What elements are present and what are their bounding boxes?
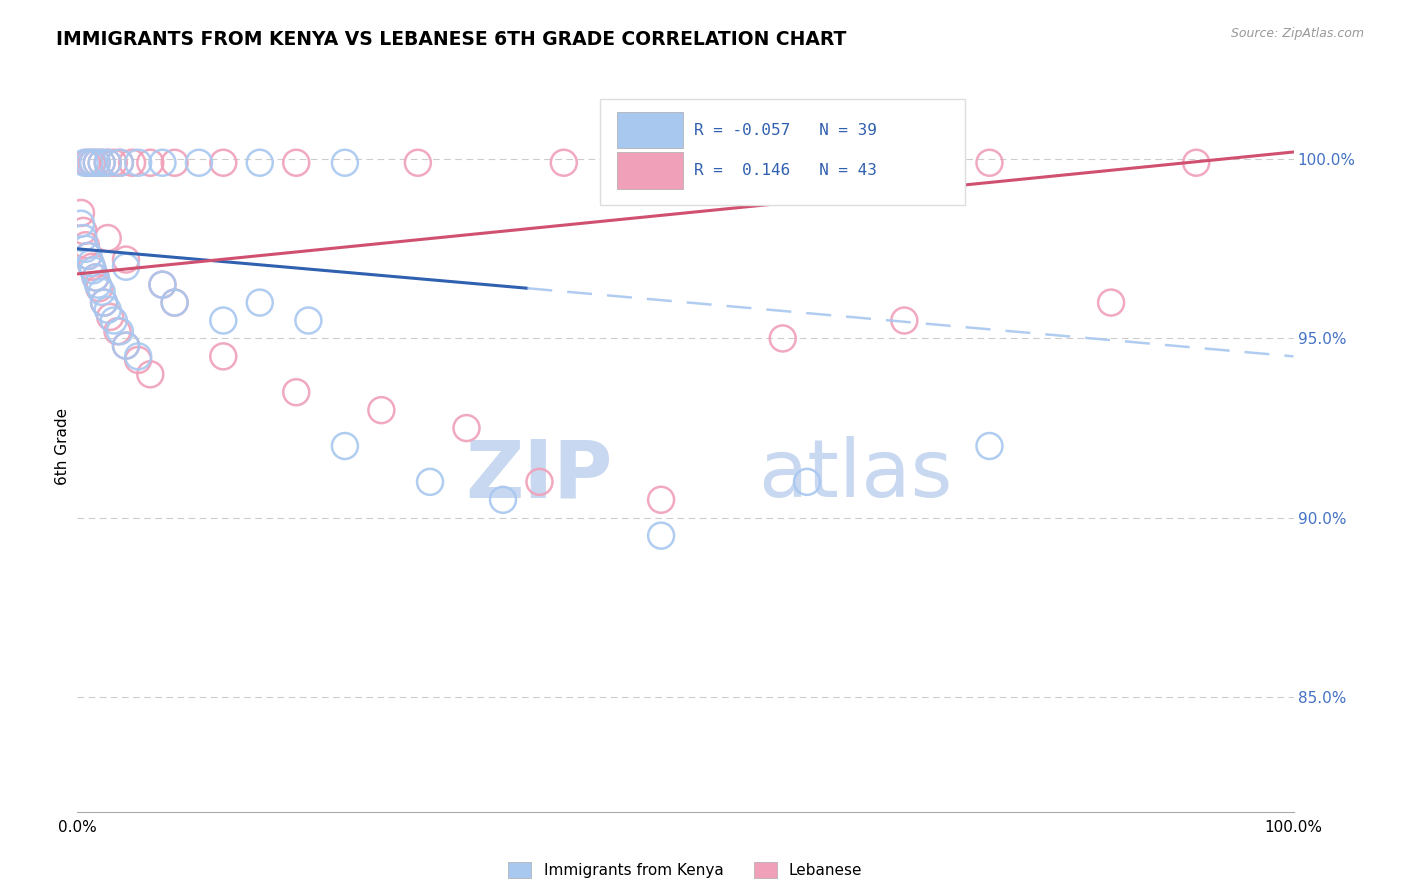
Point: [97, 302, 120, 317]
Point: [93, 295, 115, 310]
FancyBboxPatch shape: [617, 152, 683, 188]
Point: [89, 281, 111, 295]
Text: R =  0.146   N = 43: R = 0.146 N = 43: [695, 162, 877, 178]
Point: [333, 439, 356, 453]
Point: [82, 263, 104, 277]
Point: [80, 256, 103, 270]
Point: [90, 155, 112, 169]
Point: [98, 310, 121, 324]
Point: [70, 217, 93, 231]
Point: [492, 492, 515, 507]
Point: [77, 249, 100, 263]
Point: [90, 285, 112, 299]
Point: [553, 155, 575, 169]
Point: [333, 155, 356, 169]
Point: [75, 242, 97, 256]
Point: [115, 260, 138, 274]
Point: [115, 338, 138, 352]
Point: [75, 238, 97, 252]
Point: [285, 385, 308, 400]
Point: [76, 155, 98, 169]
Point: [152, 155, 174, 169]
Point: [77, 249, 100, 263]
Point: [456, 421, 478, 435]
Point: [97, 155, 120, 169]
Point: [285, 155, 308, 169]
Point: [72, 231, 94, 245]
Point: [796, 475, 818, 489]
Point: [86, 155, 108, 169]
Point: [249, 295, 271, 310]
Point: [97, 155, 120, 169]
Legend: Immigrants from Kenya, Lebanese: Immigrants from Kenya, Lebanese: [502, 856, 869, 885]
Point: [163, 295, 186, 310]
Text: IMMIGRANTS FROM KENYA VS LEBANESE 6TH GRADE CORRELATION CHART: IMMIGRANTS FROM KENYA VS LEBANESE 6TH GR…: [56, 30, 846, 49]
Point: [979, 439, 1001, 453]
Point: [127, 353, 149, 368]
Point: [152, 277, 174, 292]
Point: [772, 331, 794, 345]
Point: [188, 155, 211, 169]
Point: [86, 155, 108, 169]
FancyBboxPatch shape: [617, 112, 683, 148]
Point: [121, 155, 143, 169]
Point: [650, 492, 672, 507]
Point: [80, 155, 103, 169]
Point: [1185, 155, 1208, 169]
Point: [87, 277, 110, 292]
Point: [139, 368, 162, 382]
Point: [103, 313, 125, 327]
Point: [93, 295, 115, 310]
Point: [406, 155, 429, 169]
Point: [108, 155, 131, 169]
Point: [82, 155, 104, 169]
Point: [1099, 295, 1122, 310]
Text: R = -0.057   N = 39: R = -0.057 N = 39: [695, 122, 877, 137]
Point: [650, 528, 672, 542]
FancyBboxPatch shape: [600, 99, 965, 204]
Text: ZIP: ZIP: [465, 436, 613, 515]
Point: [163, 155, 186, 169]
Point: [297, 313, 319, 327]
Point: [127, 155, 149, 169]
Point: [529, 475, 551, 489]
Point: [212, 313, 235, 327]
Point: [97, 231, 120, 245]
Text: atlas: atlas: [758, 436, 953, 515]
Point: [72, 224, 94, 238]
Point: [80, 260, 103, 274]
Y-axis label: 6th Grade: 6th Grade: [55, 408, 70, 484]
Point: [90, 155, 112, 169]
Point: [115, 338, 138, 352]
Point: [84, 270, 107, 285]
Point: [249, 155, 271, 169]
Point: [212, 350, 235, 364]
Point: [139, 155, 162, 169]
Point: [107, 324, 129, 338]
Point: [84, 270, 107, 285]
Text: Source: ZipAtlas.com: Source: ZipAtlas.com: [1230, 27, 1364, 40]
Point: [163, 295, 186, 310]
Point: [73, 155, 96, 169]
Point: [103, 155, 125, 169]
Point: [735, 155, 758, 169]
Point: [979, 155, 1001, 169]
Point: [70, 206, 93, 220]
Point: [152, 277, 174, 292]
Point: [370, 403, 392, 417]
Point: [115, 252, 138, 267]
Point: [127, 350, 149, 364]
Point: [108, 324, 131, 338]
Point: [419, 475, 441, 489]
Point: [79, 155, 101, 169]
Point: [893, 313, 915, 327]
Point: [108, 155, 131, 169]
Point: [212, 155, 235, 169]
